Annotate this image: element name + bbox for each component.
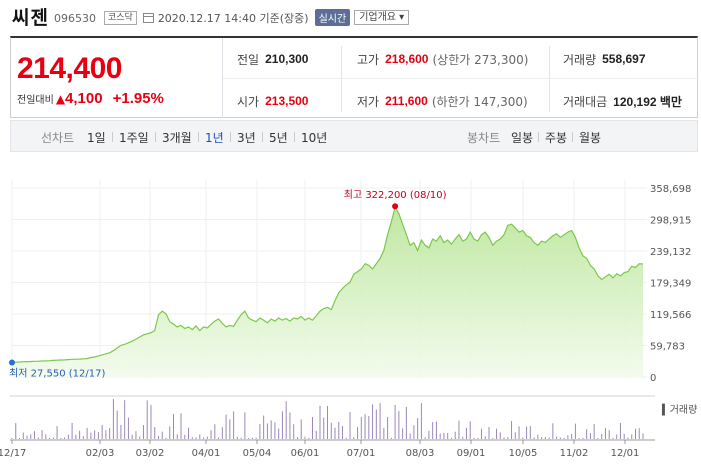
candle-chart-label: 봉차트 (467, 131, 501, 145)
y-tick-label: 0 (650, 373, 656, 384)
change-label: 전일대비 (17, 95, 54, 106)
stock-code: 096530 (53, 11, 96, 25)
x-tick-label: 11/02 (560, 448, 589, 459)
price-area (12, 207, 643, 377)
candle-monthly[interactable]: 월봉 (579, 131, 602, 145)
volume-label: ▍거래량 (661, 403, 697, 416)
price-chart[interactable]: 358,698 298,915 239,132 179,349 119,566 59,78… (0, 160, 701, 468)
y-tick-label: 358,698 (650, 184, 691, 195)
x-tick-label: 05/04 (243, 448, 272, 459)
x-tick-label: 04/01 (192, 448, 221, 459)
change-row: 전일대비 ▲ 4,100 +1.95% (17, 90, 164, 107)
stat-prev-close: 전일 210,300 (237, 52, 309, 67)
x-tick-label: 10/05 (509, 448, 538, 459)
line-chart-label: 선차트 (41, 131, 75, 145)
x-tick-label: 06/01 (291, 448, 320, 459)
quote-date: 2020.12.17 14:40 기준(장중) (157, 11, 309, 25)
stat-volume: 거래량 558,697 (563, 52, 646, 67)
candle-daily[interactable]: 일봉 (511, 131, 534, 145)
period-1w[interactable]: 1주일 (119, 131, 149, 145)
stat-amount: 거래대금 120,192 백만 (563, 94, 682, 109)
period-10y[interactable]: 10년 (301, 131, 328, 145)
x-tick-label: 12/17 (0, 448, 26, 459)
y-tick-label: 298,915 (650, 216, 691, 227)
current-price: 214,400 (17, 52, 122, 85)
calendar-icon (142, 12, 154, 23)
x-tick-label: 12/01 (611, 448, 640, 459)
divider (223, 78, 699, 79)
low-marker (9, 359, 15, 366)
period-3y[interactable]: 3년 (237, 131, 256, 145)
y-tick-label: 59,783 (650, 342, 685, 353)
stat-open: 시가 213,500 (237, 94, 309, 109)
x-tick-label: 03/02 (136, 448, 165, 459)
divider (341, 46, 342, 112)
candle-weekly[interactable]: 주봉 (545, 131, 568, 145)
change-percent: +1.95% (112, 90, 164, 107)
volume-bars (11, 399, 644, 439)
stat-high: 고가 218,600 (상한가 273,300) (357, 52, 529, 67)
period-selector: 선차트 1일 1주일 3개월 1년 3년 5년 10년 봉차트 일봉 주봉 월봉 (10, 120, 698, 152)
company-overview-dropdown[interactable]: 기업개요 ▾ (354, 10, 410, 25)
y-axis: 358,698 298,915 239,132 179,349 119,566 59,78… (650, 184, 691, 384)
stat-low: 저가 211,600 (하한가 147,300) (357, 94, 528, 109)
x-tick-label: 08/03 (406, 448, 435, 459)
y-tick-label: 119,566 (650, 310, 691, 321)
period-1y[interactable]: 1년 (205, 131, 224, 145)
high-annotation: 최고 322,200 (08/10) (344, 189, 447, 201)
period-1d[interactable]: 1일 (87, 131, 106, 145)
x-tick-label: 09/01 (457, 448, 486, 459)
price-line (11, 205, 644, 364)
up-arrow-icon: ▲ (55, 91, 66, 106)
price-summary: 214,400 전일대비 ▲ 4,100 +1.95% 전일 210,300 고가… (10, 36, 699, 118)
period-3m[interactable]: 3개월 (162, 131, 192, 145)
stock-header: 씨젠 096530 코스닥 2020.12.17 14:40 기준(장중) 실시… (0, 0, 701, 32)
change-value: 4,100 (65, 90, 103, 107)
price-stats: 전일 210,300 고가 218,600 (상한가 273,300) 거래량 558,… (223, 38, 699, 118)
x-axis: 12/17 02/03 03/02 04/01 05/04 06/01 07/01 08/03… (0, 439, 655, 459)
x-tick-label: 02/03 (86, 448, 115, 459)
chart-annotations: 최고 322,200 (08/10) 최저 27,550 (12/17) (9, 189, 447, 379)
y-tick-label: 179,349 (650, 279, 691, 290)
y-tick-label: 239,132 (650, 247, 691, 258)
period-5y[interactable]: 5년 (269, 131, 288, 145)
current-price-panel: 214,400 전일대비 ▲ 4,100 +1.95% (11, 38, 223, 118)
stock-name: 씨젠 (12, 6, 49, 29)
market-badge: 코스닥 (103, 10, 137, 25)
low-annotation: 최저 27,550 (12/17) (9, 367, 105, 379)
x-tick-label: 07/01 (347, 448, 376, 459)
divider (549, 46, 550, 112)
high-marker (392, 203, 399, 210)
realtime-button[interactable]: 실시간 (314, 9, 351, 26)
